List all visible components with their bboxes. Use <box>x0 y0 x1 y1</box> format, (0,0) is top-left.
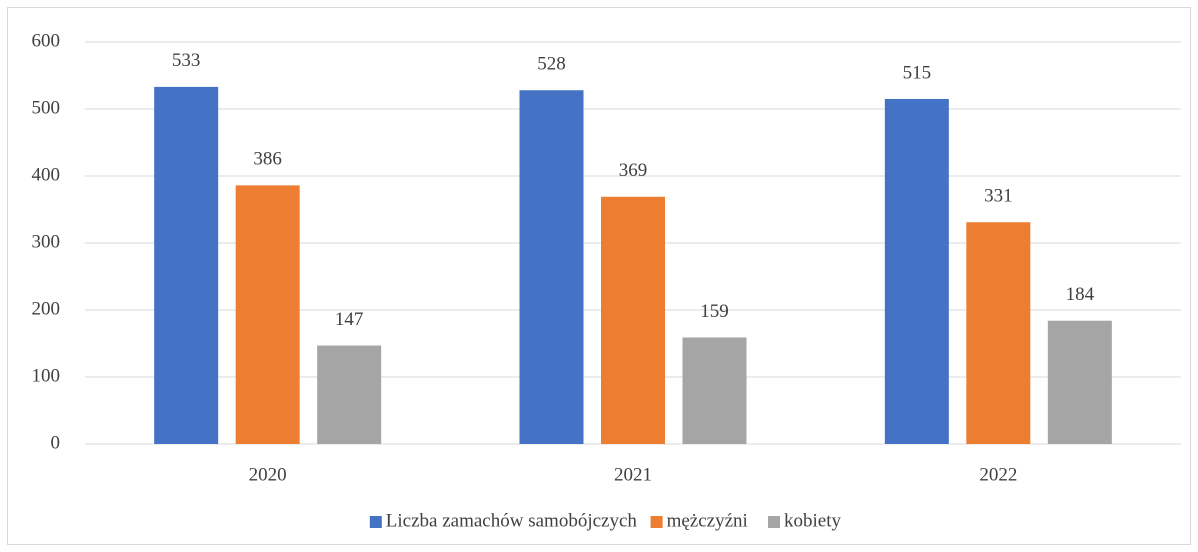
legend-label: Liczba zamachów samobójczych <box>386 510 638 531</box>
bar <box>601 196 665 444</box>
bar <box>235 185 300 444</box>
x-tick-label: 2022 <box>979 464 1017 485</box>
y-tick-label: 400 <box>32 164 61 185</box>
data-label: 386 <box>253 149 282 170</box>
data-label: 184 <box>1066 284 1095 305</box>
y-tick-label: 500 <box>32 97 61 118</box>
data-label: 331 <box>984 186 1013 207</box>
legend-swatch <box>650 516 663 528</box>
x-tick-label: 2021 <box>614 464 652 485</box>
data-label: 159 <box>700 301 729 322</box>
bar <box>682 337 747 444</box>
y-tick-label: 600 <box>32 30 61 51</box>
y-tick-label: 300 <box>32 231 61 252</box>
bar <box>154 86 219 444</box>
data-label: 533 <box>172 50 201 71</box>
data-label: 528 <box>537 54 566 75</box>
y-tick-label: 0 <box>51 432 61 453</box>
bar <box>519 90 584 445</box>
legend-label: mężczyźni <box>667 510 748 531</box>
data-label: 147 <box>335 309 364 330</box>
x-tick-label: 2020 <box>249 464 287 485</box>
legend-label: kobiety <box>784 510 841 531</box>
legend-swatch <box>768 516 780 528</box>
y-tick-label: 200 <box>32 298 61 319</box>
bar <box>884 98 949 444</box>
data-label: 369 <box>619 160 648 181</box>
data-label: 515 <box>903 62 932 83</box>
bar <box>317 345 382 444</box>
bar <box>966 222 1031 444</box>
legend-swatch <box>369 516 382 528</box>
bar <box>1047 320 1112 444</box>
y-tick-label: 100 <box>32 365 61 386</box>
